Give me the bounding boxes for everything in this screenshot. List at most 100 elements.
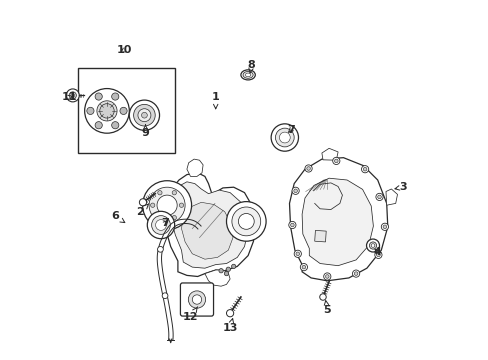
Circle shape	[291, 187, 299, 194]
Circle shape	[102, 106, 112, 116]
Circle shape	[302, 265, 305, 269]
Circle shape	[87, 107, 94, 114]
Circle shape	[129, 100, 159, 130]
Circle shape	[69, 92, 76, 99]
Text: 7: 7	[161, 218, 169, 228]
Circle shape	[375, 193, 382, 201]
Circle shape	[300, 264, 307, 271]
Text: 5: 5	[323, 301, 330, 315]
Circle shape	[172, 190, 176, 195]
Circle shape	[111, 122, 119, 129]
FancyBboxPatch shape	[180, 283, 213, 316]
Circle shape	[374, 251, 381, 258]
Circle shape	[224, 271, 228, 276]
Circle shape	[141, 112, 147, 118]
Circle shape	[142, 181, 191, 230]
Polygon shape	[164, 173, 255, 276]
Ellipse shape	[243, 71, 253, 78]
Circle shape	[97, 101, 117, 121]
Polygon shape	[314, 230, 325, 242]
Text: 2: 2	[136, 204, 148, 217]
Circle shape	[147, 211, 174, 239]
Circle shape	[138, 109, 151, 122]
Text: 1: 1	[211, 92, 219, 109]
Text: 10: 10	[116, 45, 131, 55]
Text: 6: 6	[111, 211, 124, 222]
Circle shape	[149, 187, 185, 223]
Circle shape	[111, 93, 119, 100]
Circle shape	[95, 122, 102, 129]
Polygon shape	[181, 202, 232, 259]
Circle shape	[219, 269, 223, 273]
Circle shape	[71, 94, 75, 97]
Circle shape	[226, 202, 265, 241]
Ellipse shape	[245, 73, 250, 77]
Circle shape	[157, 195, 177, 215]
Circle shape	[361, 166, 368, 173]
Circle shape	[120, 107, 127, 114]
Circle shape	[100, 104, 114, 118]
Circle shape	[150, 203, 155, 207]
Circle shape	[238, 213, 254, 229]
Circle shape	[279, 132, 289, 143]
Circle shape	[139, 199, 146, 206]
Circle shape	[162, 293, 167, 298]
Polygon shape	[302, 178, 373, 266]
Text: 13: 13	[222, 319, 237, 333]
Circle shape	[151, 216, 170, 234]
Text: 8: 8	[247, 60, 255, 73]
Circle shape	[382, 225, 386, 229]
Circle shape	[332, 157, 339, 165]
Text: 7: 7	[287, 125, 295, 135]
Circle shape	[354, 272, 357, 275]
Polygon shape	[385, 189, 397, 205]
Circle shape	[275, 128, 294, 147]
Circle shape	[158, 216, 162, 220]
Polygon shape	[186, 159, 203, 176]
Circle shape	[155, 220, 166, 230]
Circle shape	[306, 167, 310, 170]
Circle shape	[192, 295, 201, 304]
Circle shape	[363, 167, 366, 171]
Circle shape	[225, 267, 230, 271]
Circle shape	[226, 310, 233, 317]
Circle shape	[157, 247, 163, 252]
Circle shape	[376, 253, 380, 257]
Circle shape	[334, 159, 337, 163]
Circle shape	[295, 252, 299, 256]
Circle shape	[366, 239, 379, 252]
Circle shape	[95, 93, 102, 100]
Circle shape	[377, 195, 381, 199]
Circle shape	[231, 264, 235, 269]
Circle shape	[179, 203, 183, 207]
Circle shape	[231, 207, 260, 236]
Polygon shape	[289, 158, 387, 281]
Ellipse shape	[241, 70, 255, 80]
Circle shape	[188, 291, 205, 308]
Circle shape	[290, 223, 294, 227]
FancyBboxPatch shape	[78, 68, 174, 153]
Circle shape	[293, 189, 297, 193]
Circle shape	[305, 165, 311, 172]
Text: 4: 4	[373, 247, 381, 257]
Text: 11: 11	[61, 92, 77, 102]
Circle shape	[319, 294, 325, 300]
Polygon shape	[321, 148, 337, 160]
Circle shape	[270, 124, 298, 151]
Circle shape	[84, 89, 129, 133]
Circle shape	[381, 223, 387, 230]
Circle shape	[158, 190, 162, 195]
Text: 9: 9	[141, 125, 149, 138]
Circle shape	[370, 244, 374, 247]
Circle shape	[288, 221, 295, 229]
Polygon shape	[204, 270, 230, 286]
Circle shape	[172, 216, 176, 220]
Circle shape	[323, 273, 330, 280]
Circle shape	[294, 250, 301, 257]
Circle shape	[66, 89, 79, 102]
Circle shape	[352, 270, 359, 277]
Circle shape	[368, 242, 376, 249]
Circle shape	[133, 104, 155, 126]
Text: 12: 12	[183, 307, 198, 322]
Polygon shape	[170, 182, 247, 268]
